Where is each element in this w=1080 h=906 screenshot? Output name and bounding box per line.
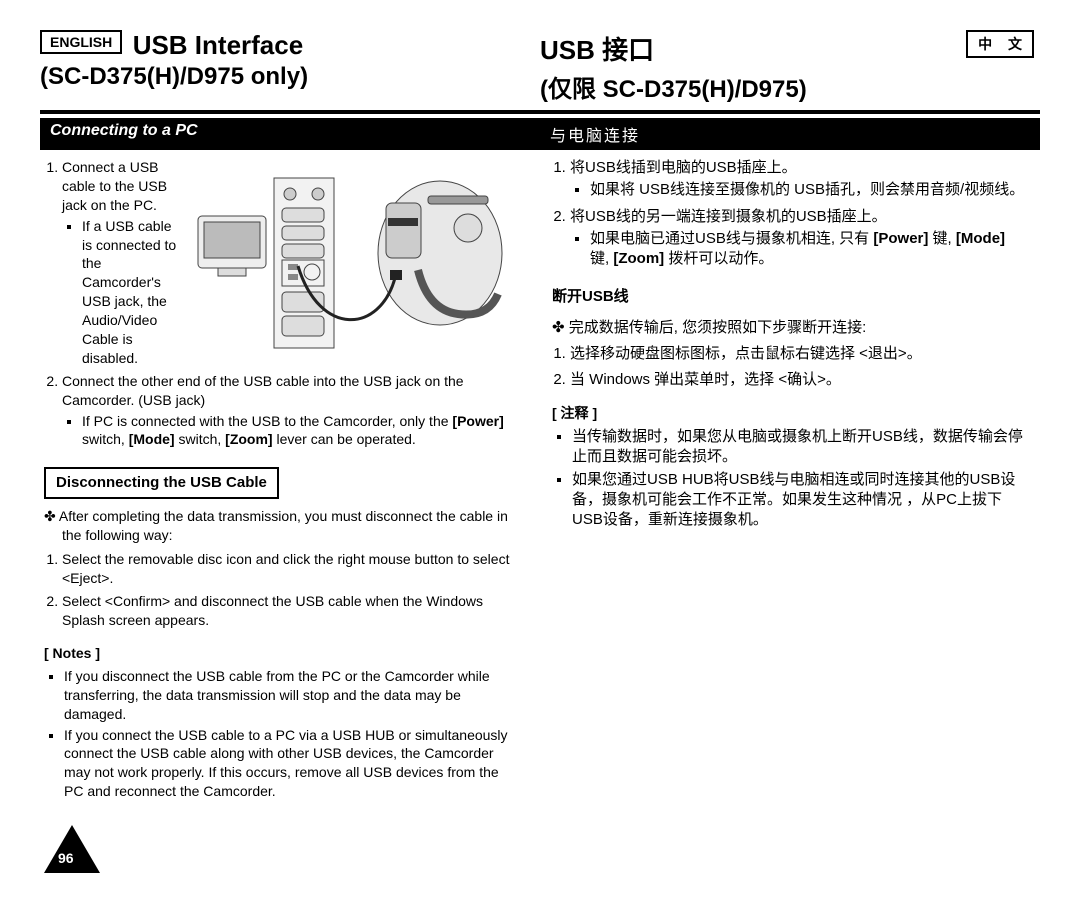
subtitle-english: (SC-D375(H)/D975 only) [40, 63, 540, 91]
en-step-2-bullet: If PC is connected with the USB to the C… [82, 412, 520, 450]
section-title-cn: 与电脑连接 [540, 118, 1040, 150]
connection-diagram [190, 158, 520, 358]
lang-tag-english: ENGLISH [40, 30, 122, 54]
page-number: 96 [58, 849, 74, 868]
content-english: Connect a USB cable to the USB jack on t… [40, 150, 532, 873]
title-chinese: USB 接口 [540, 35, 654, 65]
content-chinese: 将USB线插到电脑的USB插座上。 如果将 USB线连接至摄像机的 USB插孔，… [532, 150, 1040, 873]
cn-note-1: 当传输数据时，如果您从电脑或摄象机上断开USB线，数据传输会停止而且数据可能会损… [572, 427, 1028, 468]
disconnect-heading-cn: 断开USB线 [552, 287, 1028, 307]
header-row: ENGLISH USB Interface (SC-D375(H)/D975 o… [40, 20, 1040, 114]
cn-note-2: 如果您通过USB HUB将USB线与电脑相连或同时连接其他的USB设备，摄象机可… [572, 470, 1028, 531]
en-disconnect-2: Select <Confirm> and disconnect the USB … [62, 592, 520, 630]
en-notes-list: If you disconnect the USB cable from the… [64, 667, 520, 801]
cn-disconnect-steps: 选择移动硬盘图标图标，点击鼠标右键选择 <退出>。 当 Windows 弹出菜单… [570, 344, 1028, 391]
en-disconnect-steps: Select the removable disc icon and click… [62, 550, 520, 630]
title-english: USB Interface [133, 30, 304, 60]
en-step-2-sublist: If PC is connected with the USB to the C… [82, 412, 520, 450]
cn-step-1-sublist: 如果将 USB线连接至摄像机的 USB插孔，则会禁用音频/视频线。 [590, 180, 1028, 200]
cn-step-2-text: 将USB线的另一端连接到摄象机的USB插座上。 [570, 208, 887, 225]
cn-step-2-sublist: 如果电脑已通过USB线与摄象机相连, 只有 [Power] 键, [Mode] … [590, 229, 1028, 270]
subtitle-chinese: (仅限 SC-D375(H)/D975) [540, 69, 1040, 104]
cn-disconnect-1: 选择移动硬盘图标图标，点击鼠标右键选择 <退出>。 [570, 344, 1028, 364]
lang-tag-chinese: 中 文 [966, 30, 1034, 58]
main-content-row: Connect a USB cable to the USB jack on t… [40, 150, 1040, 873]
diagram-svg [190, 158, 520, 358]
cn-step-1-bullet: 如果将 USB线连接至摄像机的 USB插孔，则会禁用音频/视频线。 [590, 180, 1028, 200]
cn-after-text: 完成数据传输后, 您须按照如下步骤断开连接: [552, 318, 1028, 338]
header-english: ENGLISH USB Interface (SC-D375(H)/D975 o… [40, 20, 540, 110]
en-step-2-text: Connect the other end of the USB cable i… [62, 373, 464, 408]
cn-disconnect-2: 当 Windows 弹出菜单时，选择 <确认>。 [570, 370, 1028, 390]
section-title-bar: Connecting to a PC 与电脑连接 [40, 118, 1040, 150]
cn-after-list: 完成数据传输后, 您须按照如下步骤断开连接: [552, 318, 1028, 338]
header-chinese: 中 文 USB 接口 (仅限 SC-D375(H)/D975) [540, 20, 1040, 110]
cn-steps-list: 将USB线插到电脑的USB插座上。 如果将 USB线连接至摄像机的 USB插孔，… [570, 158, 1028, 269]
cn-step-2: 将USB线的另一端连接到摄象机的USB插座上。 如果电脑已通过USB线与摄象机相… [570, 207, 1028, 270]
cn-step-1: 将USB线插到电脑的USB插座上。 如果将 USB线连接至摄像机的 USB插孔，… [570, 158, 1028, 201]
en-note-1: If you disconnect the USB cable from the… [64, 667, 520, 724]
notes-heading-cn: [ 注释 ] [552, 404, 1028, 423]
en-note-2: If you connect the USB cable to a PC via… [64, 726, 520, 802]
notes-heading-en: [ Notes ] [44, 644, 520, 663]
manual-page: ENGLISH USB Interface (SC-D375(H)/D975 o… [40, 20, 1040, 873]
cn-step-2-bullet: 如果电脑已通过USB线与摄象机相连, 只有 [Power] 键, [Mode] … [590, 229, 1028, 270]
en-step-2: Connect the other end of the USB cable i… [62, 372, 520, 450]
cn-notes-list: 当传输数据时，如果您从电脑或摄象机上断开USB线，数据传输会停止而且数据可能会损… [572, 427, 1028, 530]
disconnect-heading-en: Disconnecting the USB Cable [44, 467, 279, 498]
en-step-1-text: Connect a USB cable to the USB jack on t… [62, 159, 167, 213]
section-title-en: Connecting to a PC [40, 118, 540, 150]
page-number-badge: 96 [44, 825, 100, 873]
en-after-text: After completing the data transmission, … [44, 507, 520, 545]
en-disconnect-1: Select the removable disc icon and click… [62, 550, 520, 588]
en-after-list: After completing the data transmission, … [44, 507, 520, 545]
cn-step-1-text: 将USB线插到电脑的USB插座上。 [570, 159, 797, 176]
